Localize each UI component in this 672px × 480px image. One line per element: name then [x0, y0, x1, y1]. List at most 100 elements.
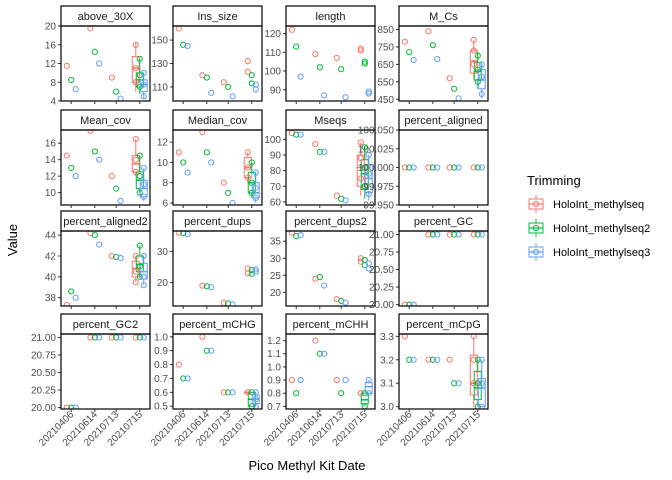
data-point	[220, 179, 227, 186]
data-point	[474, 403, 481, 409]
data-point	[297, 131, 304, 138]
data-point	[108, 252, 115, 260]
data-point	[199, 334, 206, 340]
data-point	[108, 334, 115, 341]
y-tick-label: 42	[45, 252, 57, 263]
data-point	[478, 231, 485, 238]
facet-panel: Mean_cov 10 12 14 16	[45, 109, 151, 208]
data-point	[136, 152, 143, 159]
data-point	[72, 86, 79, 93]
legend-label: HoloInt_methylseq2	[553, 223, 650, 235]
data-point	[244, 270, 251, 277]
data-point	[136, 55, 143, 62]
data-point	[244, 174, 251, 181]
facet-strip-label: percent_dups	[184, 216, 251, 228]
data-point	[140, 334, 147, 341]
facet-strip-label: M_Cs	[429, 11, 458, 23]
y-tick-label: 12	[157, 138, 169, 149]
data-point	[342, 376, 349, 384]
data-point	[244, 164, 251, 171]
panel-border	[285, 333, 376, 410]
data-point	[252, 266, 259, 273]
data-point	[63, 62, 70, 69]
data-point	[455, 164, 462, 171]
data-point	[229, 301, 236, 306]
data-point	[180, 375, 187, 382]
panel-border	[398, 333, 489, 410]
x-axis-title: Pico Methyl Kit Date	[248, 458, 365, 473]
data-point	[91, 334, 98, 341]
y-tick-label: 3.0	[380, 402, 394, 413]
data-point	[132, 41, 139, 48]
facet-panel: percent_aligned 99.950 99.975 100.000 100.02…	[358, 109, 489, 212]
data-point	[180, 231, 187, 237]
data-point	[470, 47, 477, 54]
panel-plot-area	[175, 334, 260, 409]
data-point	[132, 168, 139, 176]
facet-panel: percent_mCHH0.70.80.91.01.11.22021040620…	[262, 313, 376, 449]
y-tick-label: 110	[152, 82, 168, 93]
panel-plot-area	[288, 231, 372, 306]
data-point	[333, 192, 340, 199]
data-point	[474, 78, 481, 85]
data-point	[252, 81, 259, 88]
y-tick-label: 20.50	[369, 265, 394, 276]
data-point	[288, 26, 295, 33]
data-point	[87, 26, 94, 32]
data-point	[474, 356, 481, 363]
panel-border	[60, 25, 151, 102]
y-tick-label: 550	[377, 77, 394, 88]
data-point	[175, 231, 182, 236]
data-point	[68, 288, 75, 295]
facet-panel: percent_GC220.0020.2520.5020.7521.002021…	[31, 313, 151, 449]
y-tick-label: 6	[162, 198, 168, 209]
data-point	[401, 164, 408, 171]
y-tick-label: 0.6	[154, 388, 168, 399]
data-point	[140, 282, 147, 289]
data-point	[470, 164, 477, 171]
box-iqr	[477, 378, 486, 408]
facet-strip-label: Ins_size	[197, 11, 237, 23]
data-point	[425, 231, 432, 238]
data-point	[248, 179, 255, 186]
y-tick-label: 35	[270, 237, 282, 248]
data-point	[132, 79, 139, 86]
y-tick-label: 20.00	[31, 403, 56, 414]
y-tick-label: 10	[157, 158, 169, 169]
data-point	[361, 60, 368, 67]
panel-plot-area	[401, 334, 486, 409]
facet-strip-label: percent_mCpG	[406, 319, 481, 331]
data-point	[136, 273, 143, 280]
y-tick-label: 44	[45, 231, 57, 242]
y-tick-label: 20	[45, 22, 57, 33]
data-point	[288, 231, 295, 236]
data-point	[361, 261, 368, 269]
data-point	[208, 347, 215, 354]
data-point	[333, 54, 340, 61]
facet-panel: percent_mCHG0.50.60.70.80.91.02021040620…	[149, 313, 263, 449]
data-point	[321, 92, 328, 99]
data-point	[184, 169, 191, 176]
y-tick-label: 0.8	[267, 389, 281, 400]
y-tick-label: 90	[270, 151, 282, 162]
data-point	[316, 148, 323, 155]
data-point	[220, 389, 227, 396]
panel-border	[285, 25, 376, 102]
facet-panel: above_30X 4 8 12 16 20	[45, 5, 151, 108]
panel-plot-area	[401, 28, 486, 101]
data-point	[357, 390, 364, 397]
data-point	[108, 74, 115, 81]
data-point	[425, 164, 432, 171]
data-point	[140, 93, 147, 100]
data-point	[474, 52, 481, 59]
data-point	[132, 278, 139, 286]
data-point	[136, 189, 143, 196]
data-point	[297, 376, 304, 384]
data-point	[132, 65, 139, 72]
data-point	[293, 131, 300, 138]
y-tick-label: 0.9	[154, 346, 168, 357]
y-tick-label: 1.0	[154, 332, 168, 343]
panel-border	[398, 25, 489, 102]
data-point	[451, 85, 458, 92]
facet-panel: percent_GC 20.00 20.25 20.50 20.75 21.00	[369, 210, 489, 311]
